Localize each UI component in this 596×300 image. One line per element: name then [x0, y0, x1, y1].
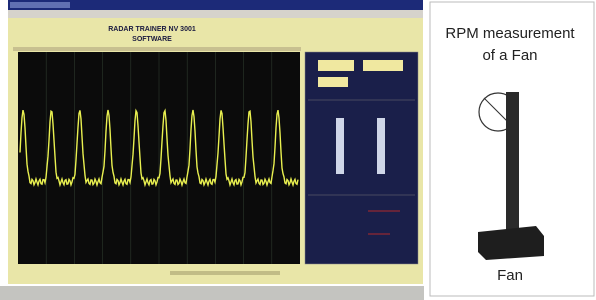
title-bar-text [10, 2, 70, 8]
caption-line: RPM measurement [445, 25, 575, 42]
slider[interactable] [13, 47, 301, 51]
fan-label: Fan [497, 267, 523, 284]
title-bar [8, 0, 423, 10]
page: RADAR TRAINER NV 3001 SOFTWARE RPM measu… [0, 0, 596, 300]
app-subtitle: SOFTWARE [132, 36, 172, 43]
app-title: RADAR TRAINER NV 3001 [108, 26, 196, 33]
button[interactable] [318, 60, 354, 71]
fan-post [506, 92, 519, 237]
button[interactable] [318, 77, 348, 87]
button[interactable] [363, 60, 403, 71]
caption-line: of a Fan [482, 47, 537, 64]
gauge [377, 118, 385, 174]
screenshot: RADAR TRAINER NV 3001 SOFTWARE RPM measu… [0, 0, 596, 300]
taskbar [0, 286, 424, 300]
menu-bar [8, 10, 423, 18]
gauge [336, 118, 344, 174]
footer-text [170, 271, 280, 275]
fan-base [478, 226, 544, 260]
